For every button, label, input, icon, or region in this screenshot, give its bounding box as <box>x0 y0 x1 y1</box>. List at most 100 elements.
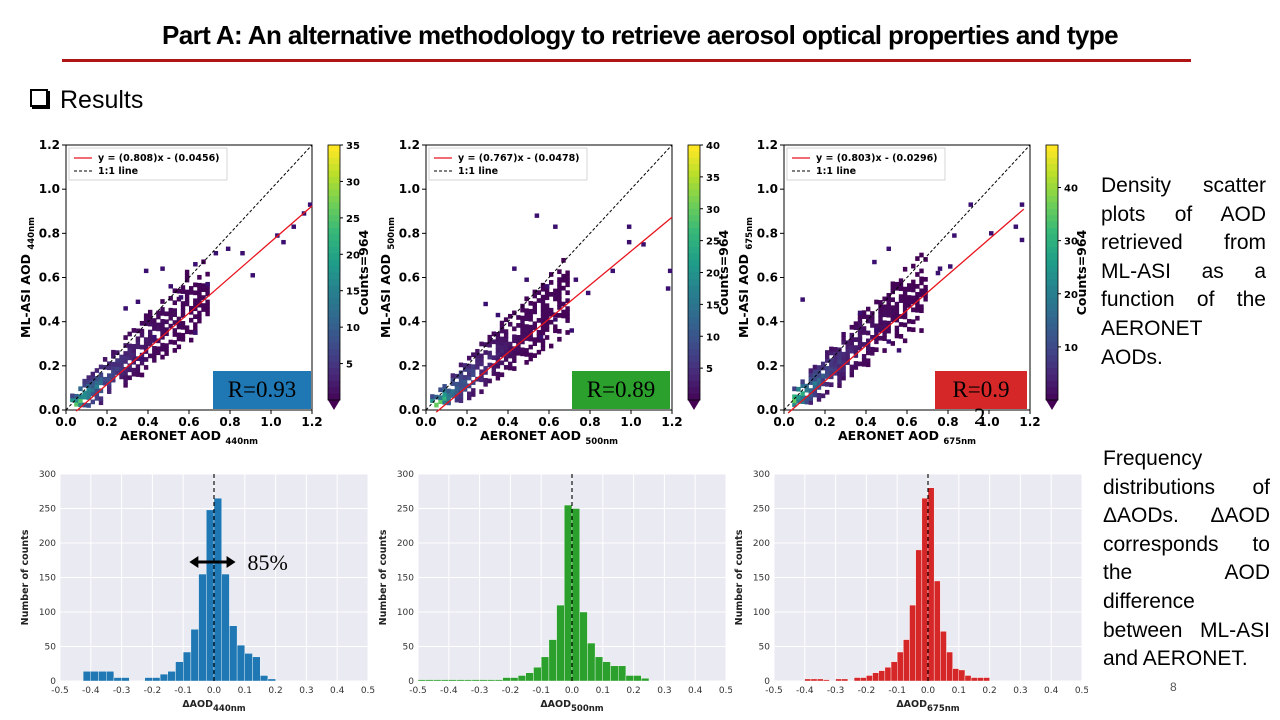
density-cell <box>70 397 75 403</box>
density-cell <box>853 365 859 370</box>
density-cell <box>841 375 846 381</box>
density-cell <box>160 322 165 328</box>
y-tick-label: 250 <box>397 505 414 515</box>
x-axis-label-subscript: 440nm <box>225 437 258 447</box>
density-cell <box>874 323 879 329</box>
density-cell <box>528 324 533 330</box>
density-cell <box>849 372 854 378</box>
colorbar-segment <box>688 157 700 165</box>
y-tick-label: 50 <box>759 643 771 653</box>
density-cell <box>495 336 501 341</box>
density-cell <box>156 310 161 316</box>
density-cell <box>540 298 546 304</box>
colorbar-segment <box>328 151 340 159</box>
density-cell <box>557 285 562 290</box>
density-cell <box>528 300 533 306</box>
density-cell <box>829 366 834 372</box>
density-cell <box>94 388 100 393</box>
x-tick-label: -0.5 <box>409 686 427 696</box>
density-cell <box>898 294 904 299</box>
density-cell <box>205 271 210 277</box>
colorbar-segment <box>328 253 340 261</box>
density-cell <box>78 398 83 404</box>
histogram-bar <box>236 644 246 682</box>
density-cell <box>561 309 566 315</box>
x-tick-label: 0.5 <box>719 686 732 696</box>
density-cell <box>812 376 818 382</box>
density-cell <box>812 380 818 386</box>
density-cell <box>152 338 157 343</box>
x-tick-label: 1.0 <box>620 415 641 429</box>
density-cell <box>911 279 916 285</box>
density-cell <box>176 336 182 342</box>
density-cell <box>479 373 484 379</box>
density-cell <box>890 341 895 346</box>
density-cell <box>156 322 161 328</box>
density-cell <box>536 298 542 303</box>
colorbar-segment <box>688 151 700 159</box>
histogram-bar <box>548 639 557 682</box>
colorbar-tick-label: 40 <box>706 141 720 152</box>
density-cell <box>911 319 916 325</box>
density-cell <box>462 379 468 384</box>
density-cell <box>829 382 834 388</box>
density-cell <box>139 328 145 334</box>
density-cell <box>467 383 472 389</box>
colorbar-segment <box>1046 387 1058 395</box>
density-cell <box>454 389 460 395</box>
outlier-cell <box>307 202 313 207</box>
density-cell <box>82 402 87 408</box>
density-cell <box>107 389 112 394</box>
density-cell <box>861 342 867 347</box>
histogram-bar <box>494 679 503 682</box>
colorbar-segment <box>1046 374 1058 382</box>
density-cell <box>189 309 194 315</box>
colorbar-segment <box>328 310 340 318</box>
density-cell <box>878 335 883 341</box>
density-cell <box>479 357 484 363</box>
density-cell <box>152 357 157 363</box>
colorbar-tick-label: 35 <box>706 173 720 184</box>
density-cell <box>176 324 182 330</box>
colorbar-segment <box>328 170 340 178</box>
density-cell <box>536 290 542 295</box>
histogram-bar <box>958 669 966 682</box>
density-cell <box>123 378 128 384</box>
section-heading: Results <box>30 86 143 115</box>
x-tick-label: 0.4 <box>688 686 703 696</box>
colorbar-segment <box>688 278 700 286</box>
colorbar-segment <box>328 285 340 293</box>
density-cell <box>90 387 95 393</box>
outlier-cell <box>193 262 198 267</box>
density-cell <box>119 354 124 360</box>
density-cell <box>90 399 95 405</box>
colorbar-segment <box>1046 380 1058 388</box>
colorbar-tick-label: 30 <box>1064 237 1078 248</box>
density-cell <box>102 357 108 362</box>
density-cell <box>808 392 813 397</box>
density-cell <box>544 291 550 297</box>
density-cell <box>98 372 104 378</box>
density-cell <box>516 315 521 320</box>
x-tick-label: 0.1 <box>952 686 966 696</box>
x-tick-label: 0.2 <box>456 415 477 429</box>
legend-box <box>428 147 588 181</box>
density-cell <box>512 358 517 363</box>
density-cell <box>152 322 157 327</box>
density-cell <box>882 324 887 330</box>
density-cell <box>508 349 513 355</box>
density-cell <box>512 366 517 371</box>
density-cell <box>524 296 529 302</box>
density-cell <box>127 343 132 349</box>
density-cell <box>890 285 895 291</box>
density-cell <box>907 318 912 324</box>
y-axis-label-main: ML-ASI AOD <box>378 250 393 338</box>
density-cell <box>898 286 904 292</box>
density-cell <box>804 399 809 405</box>
density-cell <box>131 351 136 357</box>
colorbar-segment <box>688 355 700 363</box>
outlier-cell <box>135 299 141 304</box>
r-badge-675: R=0.9 <box>935 371 1027 409</box>
density-cell <box>184 269 190 275</box>
density-cell <box>205 299 210 305</box>
